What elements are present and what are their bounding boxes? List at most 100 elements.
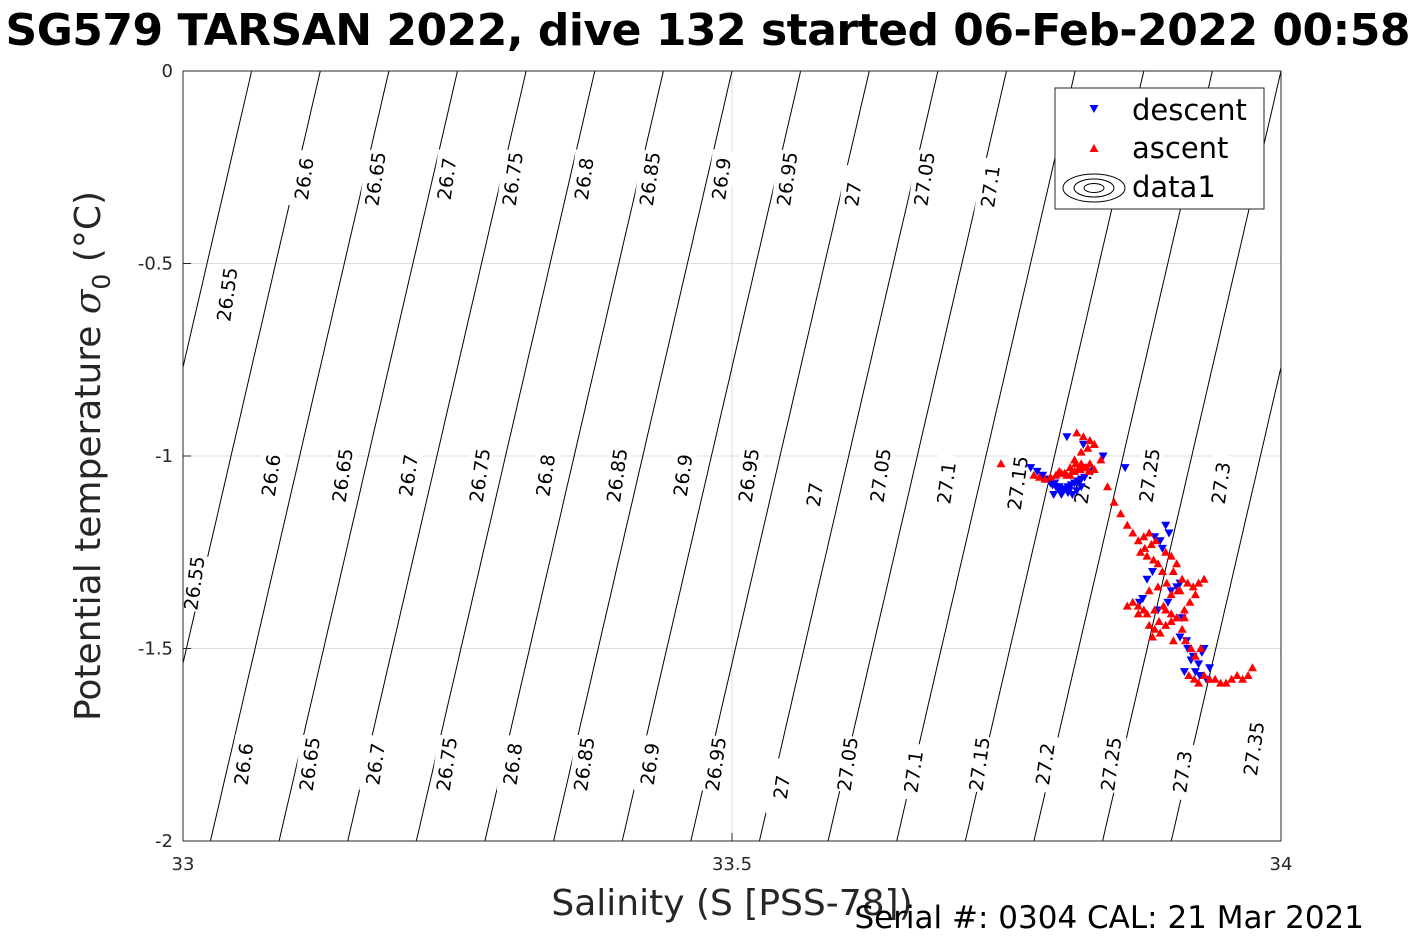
contour-label-bg <box>699 734 732 794</box>
contour-line <box>1170 364 1281 841</box>
contour-label: 27.1 <box>930 453 962 513</box>
descent-point <box>1032 467 1042 476</box>
contour-label-bg <box>463 445 496 505</box>
contour-label-bg <box>430 734 463 794</box>
x-tick-label: 34 <box>1270 854 1293 875</box>
legend-ascent-label: ascent <box>1132 131 1228 165</box>
contour-line <box>621 71 802 841</box>
ascent-point <box>1154 617 1164 625</box>
contour-label-bg <box>963 734 995 794</box>
ascent-point <box>1089 465 1099 473</box>
descent-point <box>1179 668 1189 677</box>
ascent-point <box>1238 674 1248 683</box>
ascent-point <box>1144 620 1154 629</box>
contour-label-bg <box>1095 734 1127 794</box>
contour-label-bg <box>600 445 633 505</box>
contour-label: 27 <box>798 465 831 524</box>
footer-serial-cal: Serial #: 0304 CAL: 21 Mar 2021 <box>854 900 1364 936</box>
contour-label-bg <box>568 149 600 209</box>
ascent-point <box>1199 671 1209 679</box>
ascent-point <box>1070 455 1080 464</box>
ascent-point <box>1029 470 1039 479</box>
contour-label-bg <box>732 445 765 505</box>
ascent-point <box>1139 532 1149 541</box>
contour-label-bg <box>897 742 929 802</box>
ascent-point <box>1181 636 1190 645</box>
contour-label: 26.85 <box>600 445 633 505</box>
ascent-point <box>1161 547 1171 556</box>
contour-label-bg <box>288 149 320 209</box>
contour-line <box>209 71 390 841</box>
descent-point <box>1026 464 1036 473</box>
contour-line <box>484 71 664 841</box>
descent-point <box>1064 487 1074 496</box>
contour-line <box>896 71 1076 841</box>
contour-label-bg <box>326 445 358 505</box>
ascent-point <box>1089 439 1099 448</box>
descent-point <box>1157 544 1167 553</box>
contour-label-bg <box>529 445 562 505</box>
descent-point <box>1163 598 1173 607</box>
ascent-point <box>1103 482 1112 491</box>
ascent-point <box>1150 624 1160 633</box>
contour-label-bg <box>1166 742 1198 802</box>
contour-label: 26.75 <box>430 734 463 794</box>
ascent-point <box>1177 574 1187 583</box>
contour-label: 27.25 <box>1095 734 1127 794</box>
ascent-point <box>1248 663 1257 672</box>
contour-label: 26.65 <box>326 445 358 505</box>
ascent-point <box>1172 613 1182 622</box>
x-tick-label: 33 <box>172 854 195 875</box>
ascent-point <box>1221 678 1231 687</box>
ascent-point <box>1189 674 1199 683</box>
legend-descent-marker <box>1089 105 1099 113</box>
ascent-point <box>1083 443 1093 452</box>
ascent-point <box>1227 674 1237 683</box>
ascent-point <box>1184 671 1194 679</box>
ascent-point <box>1128 528 1138 537</box>
contour-labels: 26.5526.5526.626.626.626.6526.6526.6526.… <box>183 149 1270 817</box>
contour-label-bg <box>837 164 869 224</box>
contour-label: 27 <box>837 164 869 224</box>
descent-point <box>1205 664 1215 673</box>
descent-point <box>1049 491 1059 499</box>
ascent-point <box>996 459 1006 468</box>
contour-label-bg <box>831 734 864 794</box>
contour-line <box>758 71 939 841</box>
ascent-point <box>1146 540 1156 548</box>
contour-label: 26.9 <box>705 149 737 209</box>
contour-label-bg <box>211 264 243 324</box>
contour-label-bg <box>1133 445 1165 505</box>
contour-label-bg <box>771 149 803 209</box>
ascent-point <box>1034 472 1044 481</box>
legend-box <box>1054 87 1265 210</box>
ascent-point <box>1194 678 1204 687</box>
x-axis-label: Salinity (S [PSS-78]) <box>551 883 912 924</box>
descent-point <box>1175 633 1185 642</box>
data-series <box>996 428 1257 687</box>
ascent-point <box>1133 536 1143 545</box>
ascent-point <box>1177 624 1187 633</box>
contour-label-bg <box>496 734 529 794</box>
y-axis-label-main: Potential temperature <box>68 314 109 721</box>
series-ascent <box>996 428 1257 687</box>
contour-label-bg <box>864 445 896 505</box>
ascent-point <box>1162 578 1172 587</box>
contour-label-bg <box>392 445 424 505</box>
contour-label-bg <box>1204 453 1237 513</box>
ascent-point <box>1166 617 1176 625</box>
contour-label-bg <box>568 734 600 794</box>
ascent-point <box>1196 644 1206 652</box>
descent-point <box>1195 672 1205 680</box>
contour-label-bg <box>666 445 699 505</box>
y-tick-label: 0 <box>162 61 173 82</box>
ascent-point <box>1076 447 1086 456</box>
ascent-point <box>1179 613 1189 622</box>
ascent-point <box>1210 674 1220 683</box>
ascent-point <box>1142 551 1152 560</box>
ascent-point <box>1109 497 1119 506</box>
y-axis-label-sigma: σ <box>68 288 109 314</box>
ascent-point <box>1060 468 1070 477</box>
y-tick-label: -2 <box>155 831 173 852</box>
ascent-point <box>1054 466 1064 475</box>
